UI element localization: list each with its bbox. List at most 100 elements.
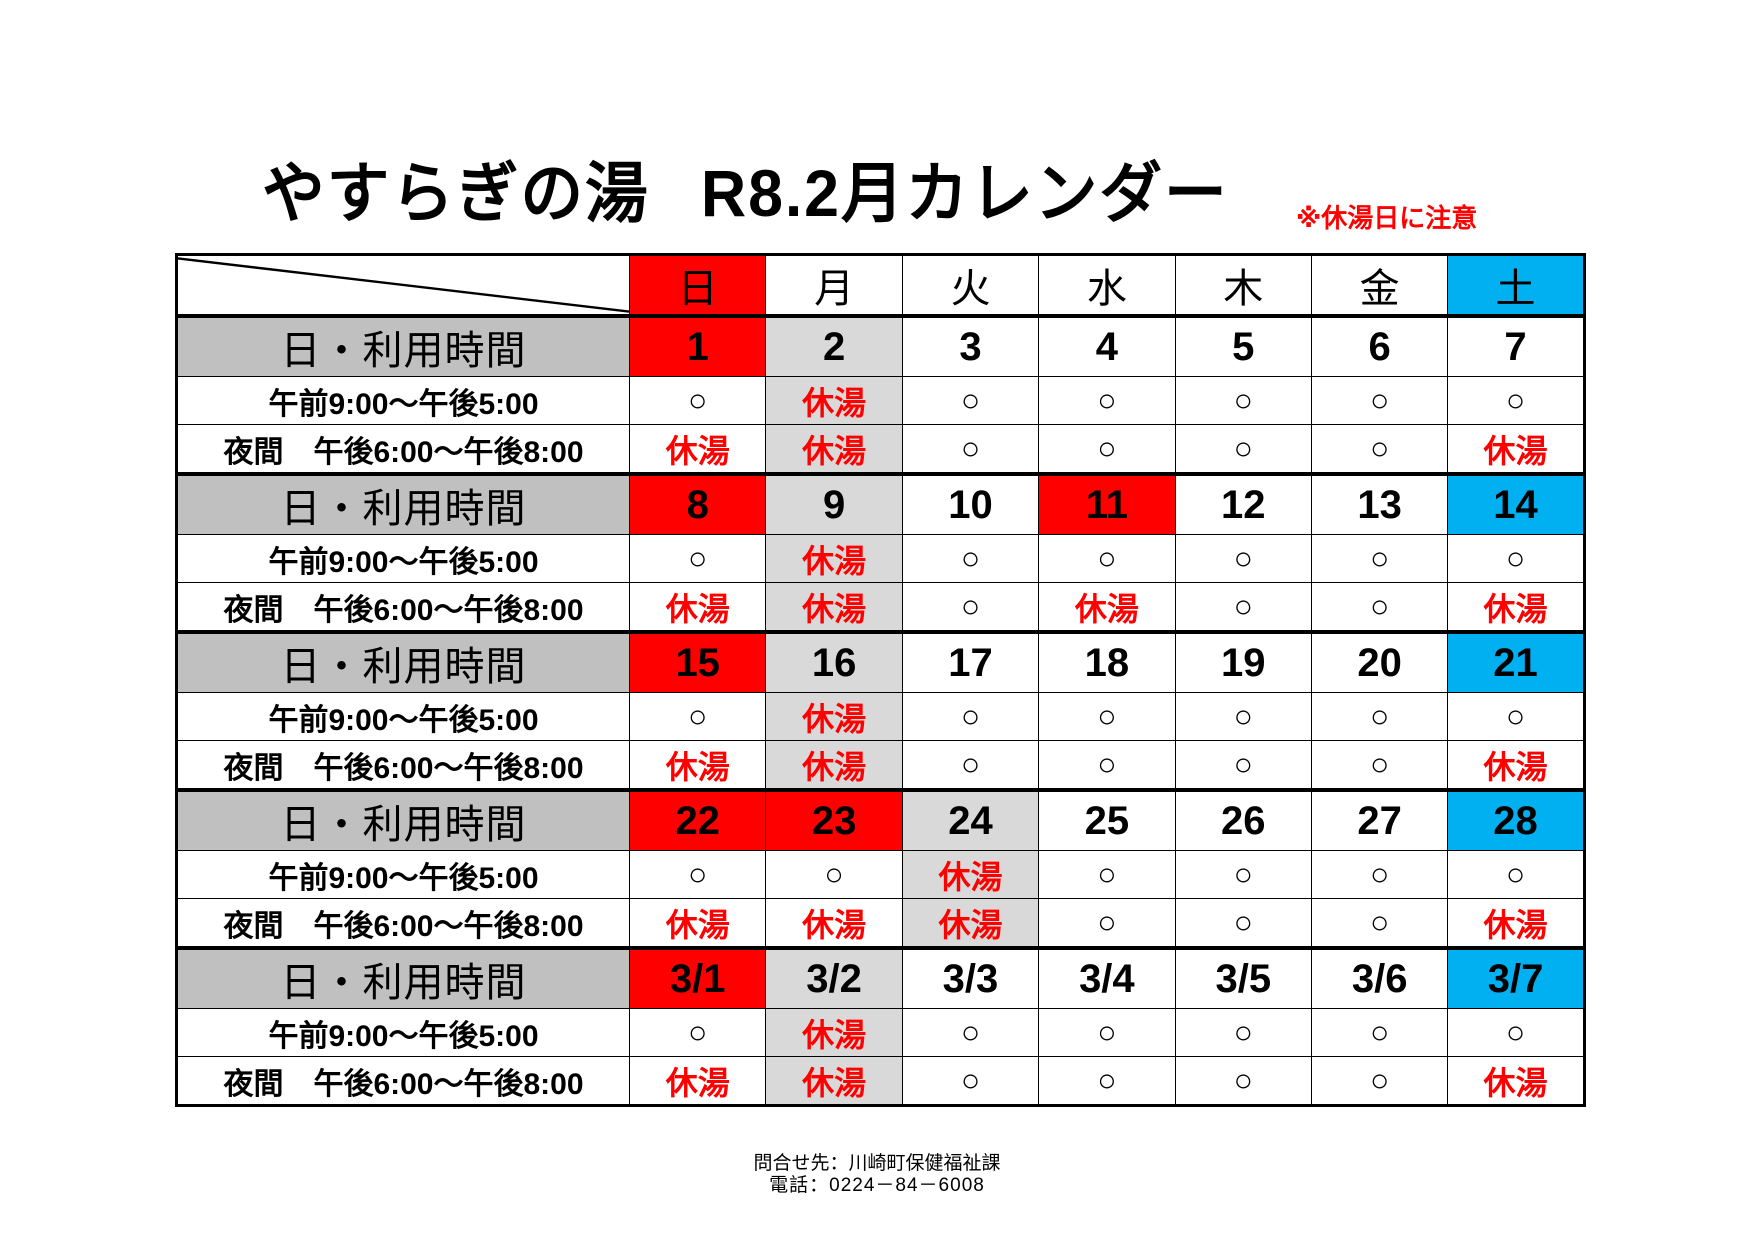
open-status-cell: ○ [765, 850, 903, 899]
closed-status-cell: 休湯 [765, 534, 903, 583]
week-date-row: 日・利用時間 15 16 17 18 19 20 21 [176, 630, 1585, 693]
closed-status-cell: 休湯 [765, 1008, 903, 1057]
weekday-thu: 木 [1174, 254, 1312, 317]
open-status-cell: ○ [628, 376, 767, 425]
diagonal-line-icon [178, 257, 629, 313]
closed-status-cell: 休湯 [1447, 582, 1585, 633]
weekday-mon: 月 [765, 254, 903, 317]
closed-status-cell: 休湯 [765, 376, 903, 425]
closed-status-cell: 休湯 [1447, 424, 1585, 475]
date-cell: 3 [901, 314, 1040, 377]
closed-status-cell: 休湯 [1447, 740, 1585, 791]
date-cell: 27 [1310, 788, 1449, 851]
closed-status-cell: 休湯 [1447, 898, 1585, 949]
open-status-cell: ○ [1174, 850, 1312, 899]
date-row-label: 日・利用時間 [176, 788, 630, 851]
date-cell: 28 [1447, 788, 1585, 851]
open-status-cell: ○ [1310, 582, 1449, 633]
date-row-label: 日・利用時間 [176, 946, 630, 1009]
closed-status-cell: 休湯 [1447, 1056, 1585, 1106]
open-status-cell: ○ [901, 1056, 1040, 1106]
weekday-tue: 火 [901, 254, 1040, 317]
open-status-cell: ○ [1174, 740, 1312, 791]
date-row-label: 日・利用時間 [176, 314, 630, 377]
open-status-cell: ○ [901, 376, 1040, 425]
closed-status-cell: 休湯 [765, 898, 903, 949]
open-status-cell: ○ [1447, 534, 1585, 583]
evening-session-row: 夜間 午後6:00～午後8:00 休湯 休湯 ○ ○ ○ ○ 休湯 [176, 1056, 1585, 1106]
open-status-cell: ○ [1447, 850, 1585, 899]
date-cell: 4 [1038, 314, 1176, 377]
open-status-cell: ○ [1174, 1008, 1312, 1057]
closed-status-cell: 休湯 [628, 898, 767, 949]
open-status-cell: ○ [1038, 534, 1176, 583]
weekday-header-row: 日 月 火 水 木 金 土 [176, 254, 1585, 317]
open-status-cell: ○ [1447, 1008, 1585, 1057]
closed-status-cell: 休湯 [765, 692, 903, 741]
closed-status-cell: 休湯 [628, 582, 767, 633]
open-status-cell: ○ [1174, 376, 1312, 425]
facility-name: やすらぎの湯 [262, 156, 650, 230]
open-status-cell: ○ [1174, 424, 1312, 475]
open-status-cell: ○ [1038, 424, 1176, 475]
closed-status-cell: 休湯 [1038, 582, 1176, 633]
open-status-cell: ○ [1038, 1056, 1176, 1106]
morning-session-row: 午前9:00～午後5:00 ○ ○ 休湯 ○ ○ ○ ○ [176, 850, 1585, 899]
open-status-cell: ○ [628, 692, 767, 741]
open-status-cell: ○ [628, 850, 767, 899]
date-cell: 13 [1310, 472, 1449, 535]
open-status-cell: ○ [1038, 898, 1176, 949]
date-cell: 15 [628, 630, 767, 693]
week-date-row: 日・利用時間 22 23 24 25 26 27 28 [176, 788, 1585, 851]
closed-status-cell: 休湯 [765, 1056, 903, 1106]
morning-session-row: 午前9:00～午後5:00 ○ 休湯 ○ ○ ○ ○ ○ [176, 692, 1585, 741]
morning-session-row: 午前9:00～午後5:00 ○ 休湯 ○ ○ ○ ○ ○ [176, 1008, 1585, 1057]
open-status-cell: ○ [1310, 740, 1449, 791]
date-cell: 11 [1038, 472, 1176, 535]
date-cell: 10 [901, 472, 1040, 535]
date-cell: 22 [628, 788, 767, 851]
date-cell: 12 [1174, 472, 1312, 535]
week-date-row: 日・利用時間 1 2 3 4 5 6 7 [176, 314, 1585, 377]
open-status-cell: ○ [1038, 376, 1176, 425]
date-cell: 19 [1174, 630, 1312, 693]
date-cell: 9 [765, 472, 903, 535]
closed-status-cell: 休湯 [628, 740, 767, 791]
date-row-label: 日・利用時間 [176, 472, 630, 535]
date-cell: 17 [901, 630, 1040, 693]
diagonal-corner-cell [176, 254, 630, 317]
evening-row-label: 夜間 午後6:00～午後8:00 [176, 424, 630, 475]
page-title: やすらぎの湯 R8.2月カレンダー [262, 160, 1229, 226]
evening-row-label: 夜間 午後6:00～午後8:00 [176, 740, 630, 791]
open-status-cell: ○ [1174, 1056, 1312, 1106]
open-status-cell: ○ [1038, 740, 1176, 791]
week-date-row: 日・利用時間 8 9 10 11 12 13 14 [176, 472, 1585, 535]
open-status-cell: ○ [1038, 692, 1176, 741]
date-cell: 8 [628, 472, 767, 535]
evening-row-label: 夜間 午後6:00～午後8:00 [176, 582, 630, 633]
contact-info: 問合せ先：川崎町保健福祉課 [753, 1153, 1001, 1174]
morning-session-row: 午前9:00～午後5:00 ○ 休湯 ○ ○ ○ ○ ○ [176, 376, 1585, 425]
open-status-cell: ○ [1447, 692, 1585, 741]
date-cell: 6 [1310, 314, 1449, 377]
open-status-cell: ○ [628, 534, 767, 583]
morning-row-label: 午前9:00～午後5:00 [176, 1008, 630, 1057]
open-status-cell: ○ [628, 1008, 767, 1057]
open-status-cell: ○ [901, 740, 1040, 791]
date-cell: 20 [1310, 630, 1449, 693]
open-status-cell: ○ [1174, 898, 1312, 949]
date-cell: 2 [765, 314, 903, 377]
open-status-cell: ○ [1310, 692, 1449, 741]
open-status-cell: ○ [1174, 534, 1312, 583]
date-cell: 3/4 [1038, 946, 1176, 1009]
date-cell: 3/3 [901, 946, 1040, 1009]
date-cell: 7 [1447, 314, 1585, 377]
date-cell: 16 [765, 630, 903, 693]
open-status-cell: ○ [901, 534, 1040, 583]
calendar-month-title: R8.2月カレンダー [700, 156, 1229, 230]
date-cell: 21 [1447, 630, 1585, 693]
open-status-cell: ○ [1310, 1056, 1449, 1106]
morning-row-label: 午前9:00～午後5:00 [176, 376, 630, 425]
morning-row-label: 午前9:00～午後5:00 [176, 534, 630, 583]
open-status-cell: ○ [1447, 376, 1585, 425]
